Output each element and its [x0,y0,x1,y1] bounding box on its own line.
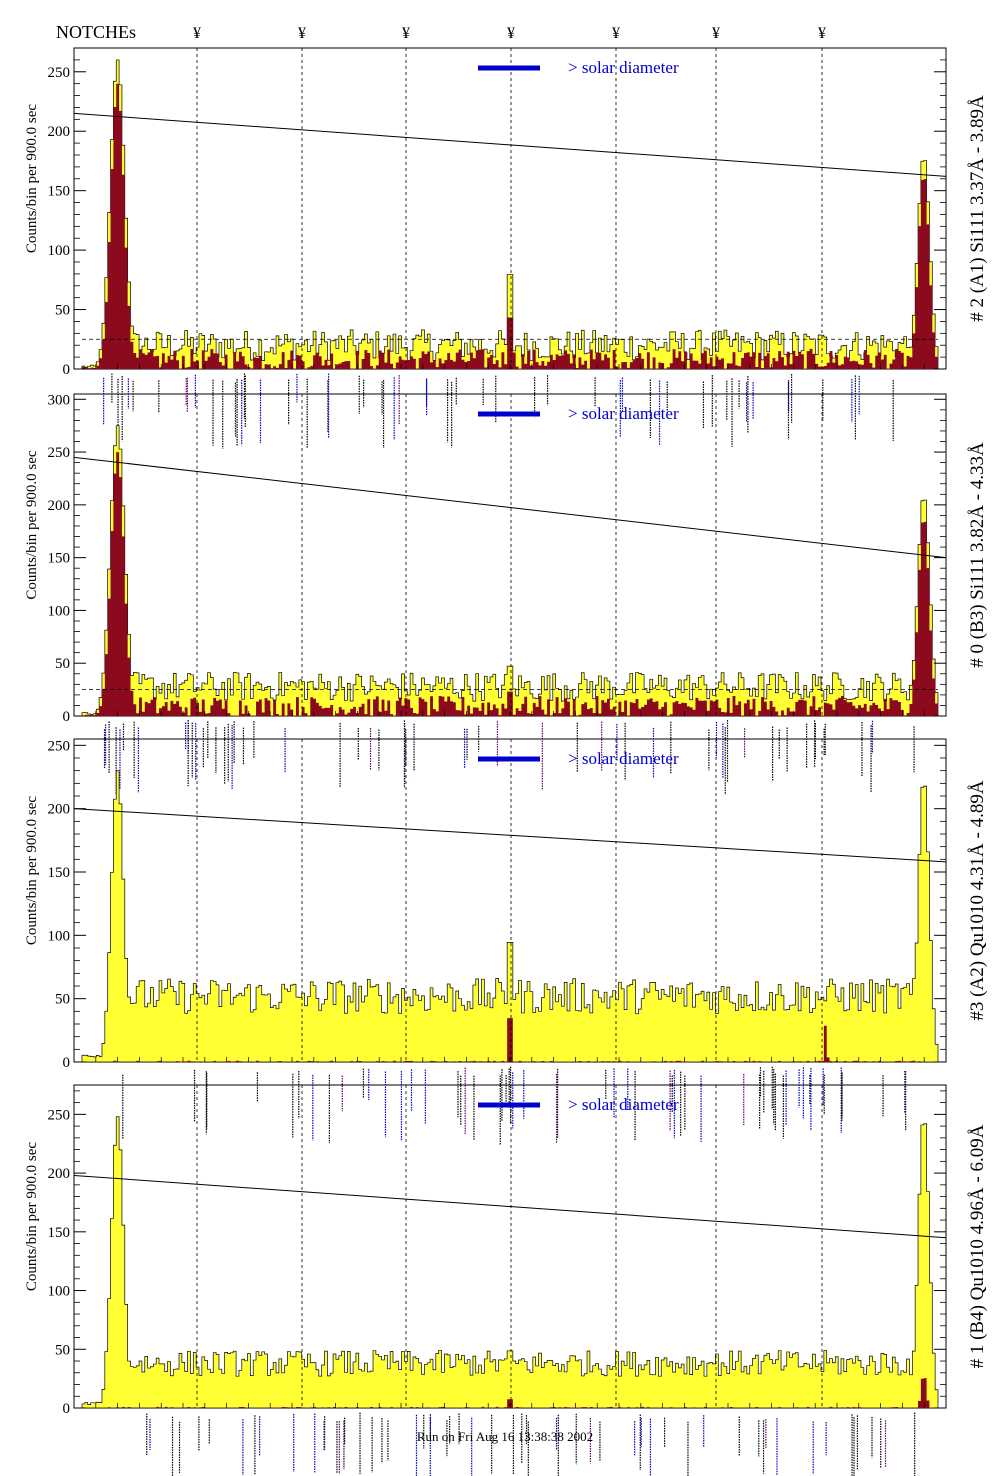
y-tick-label: 100 [48,243,71,259]
y-tick-label: 100 [48,928,71,944]
line-id-labels [122,1066,907,1145]
y-tick-label: 250 [48,1107,71,1123]
channel-label: #3 (A2) Qu1010 4.31Å - 4.89Å [967,780,988,1020]
spectrum-panel: 0 50 100 150 200 250 Counts/bin per 900.0 sec #… [24,738,988,1145]
trend-line [73,808,947,863]
notch-marker: ¥ [402,25,410,42]
y-axis-label: Counts/bin per 900.0 sec [24,1142,40,1291]
trend-line [73,112,947,177]
y-tick-label: 250 [48,65,71,81]
y-tick-label: 200 [48,802,71,818]
y-tick-label: 200 [48,124,71,140]
channel-label: # 1 (B4) Qu1010 4.96Å - 6.09Å [967,1124,988,1368]
y-axis-label: Counts/bin per 900.0 sec [24,450,40,599]
notch-marker: ¥ [298,25,306,42]
notches-label: NOTCHEs [56,22,136,42]
y-tick-label: 150 [48,865,71,881]
flare-counts-histogram [82,1378,938,1408]
y-tick-label: 250 [48,738,71,754]
y-tick-label: 150 [48,184,71,200]
y-tick-label: 50 [55,1342,70,1358]
y-tick-label: 0 [63,1401,71,1417]
y-tick-label: 250 [48,445,71,461]
total-counts-histogram [81,425,939,717]
spectrum-panel: 0 50 100 150 200 250 Counts/bin per 900.0 sec #… [24,1084,988,1476]
y-tick-label: 200 [48,498,71,514]
y-axis-label: Counts/bin per 900.0 sec [24,796,40,945]
legend-label: > solar diameter [568,749,679,768]
y-axis-label: Counts/bin per 900.0 sec [24,104,40,253]
notch-marker: ¥ [193,25,201,42]
legend-label: > solar diameter [568,58,679,77]
notch-marker: ¥ [612,25,620,42]
trend-line [73,1174,947,1239]
y-tick-label: 50 [55,992,70,1008]
y-tick-label: 150 [48,1225,71,1241]
y-tick-label: 150 [48,551,71,567]
notch-marker: ¥ [507,25,515,42]
notches-header: NOTCHEs ¥ ¥ ¥ ¥ ¥ ¥ ¥ [56,22,826,42]
legend-label: > solar diameter [568,404,679,423]
flare-counts-histogram [82,1018,938,1062]
notch-marker: ¥ [712,25,720,42]
y-tick-label: 0 [63,709,71,725]
legend-label: > solar diameter [568,1095,679,1114]
line-id-labels [103,373,894,449]
line-id-labels [103,720,915,795]
y-tick-label: 300 [48,392,71,408]
y-tick-label: 100 [48,1284,71,1300]
y-tick-label: 0 [63,1055,71,1071]
notch-marker: ¥ [818,25,826,42]
spectrum-panel: 0 50 100 150 200 250 300 Counts/bin per 900.0 s… [24,392,988,795]
line-id-labels [146,1412,916,1476]
channel-label: # 2 (A1) Si111 3.37Å - 3.89Å [967,95,988,322]
trend-line [73,456,947,559]
y-tick-label: 50 [55,303,70,319]
y-tick-label: 200 [48,1166,71,1182]
flare-counts-histogram [82,83,938,370]
run-timestamp: Run on Fri Aug 16 13:38:38 2002 [417,1429,593,1444]
spectrum-panel: 0 50 100 150 200 250 Counts/bin per 900.0 sec #… [24,47,988,449]
channel-label: # 0 (B3) Si111 3.82Å - 4.33Å [967,442,988,668]
panels: 0 50 100 150 200 250 Counts/bin per 900.0 sec #… [24,47,988,1476]
y-tick-label: 0 [63,362,71,378]
total-counts-histogram [81,1116,939,1409]
total-counts-histogram [81,770,939,1063]
y-tick-label: 50 [55,656,70,672]
y-tick-label: 100 [48,603,71,619]
